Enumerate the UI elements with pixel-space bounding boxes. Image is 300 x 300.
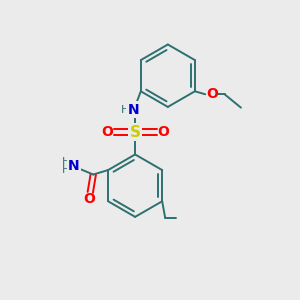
Text: N: N	[68, 159, 80, 172]
Text: N: N	[128, 103, 140, 117]
Text: O: O	[157, 125, 169, 139]
Text: H: H	[121, 105, 129, 115]
Text: O: O	[83, 192, 95, 206]
Text: O: O	[101, 125, 113, 139]
Text: H: H	[62, 165, 70, 175]
Text: H: H	[62, 157, 70, 167]
Text: S: S	[130, 125, 141, 140]
Text: O: O	[206, 87, 218, 101]
